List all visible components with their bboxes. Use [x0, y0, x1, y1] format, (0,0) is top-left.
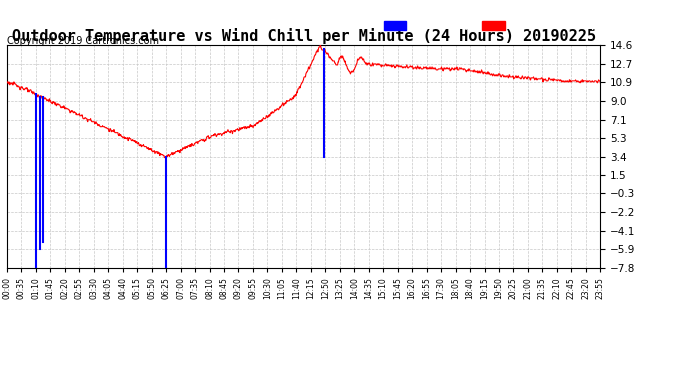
Legend: Wind Chill (°F), Temperature (°F): Wind Chill (°F), Temperature (°F)	[383, 21, 595, 32]
Title: Outdoor Temperature vs Wind Chill per Minute (24 Hours) 20190225: Outdoor Temperature vs Wind Chill per Mi…	[12, 28, 595, 44]
Text: Copyright 2019 Cartronics.com: Copyright 2019 Cartronics.com	[7, 36, 159, 46]
